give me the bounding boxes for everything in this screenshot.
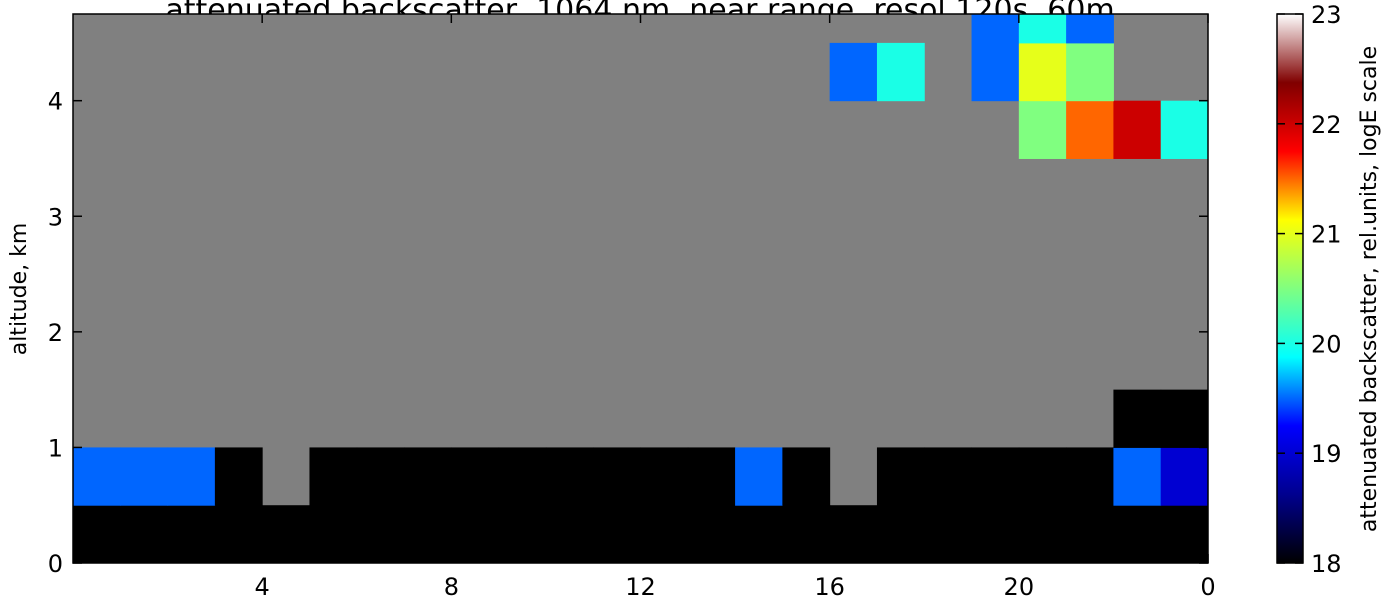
heatmap-cell bbox=[1018, 447, 1067, 506]
y-tick-label: 2 bbox=[48, 319, 63, 347]
heatmap-cell bbox=[829, 42, 878, 102]
heatmap-cell bbox=[1066, 447, 1114, 506]
heatmap-cell bbox=[1066, 42, 1114, 102]
heatmap-cell bbox=[167, 447, 216, 506]
heatmap-cell bbox=[120, 447, 169, 506]
heatmap-cell bbox=[120, 505, 169, 563]
heatmap-cell bbox=[545, 447, 594, 506]
heatmap-cell bbox=[309, 447, 358, 506]
heatmap-cell bbox=[1160, 389, 1208, 448]
heatmap-cell bbox=[356, 447, 405, 506]
colorbar-tick-label: 23 bbox=[1311, 1, 1342, 29]
heatmap-cell bbox=[687, 505, 736, 563]
heatmap bbox=[73, 14, 1208, 563]
heatmap-cell bbox=[829, 505, 878, 563]
heatmap-cell bbox=[640, 505, 689, 563]
heatmap-cell bbox=[1066, 100, 1114, 159]
heatmap-cell bbox=[1113, 100, 1162, 159]
heatmap-cell bbox=[1018, 42, 1067, 102]
heatmap-cell bbox=[735, 505, 783, 563]
heatmap-cell bbox=[1018, 14, 1067, 44]
y-tick-label: 1 bbox=[48, 434, 63, 462]
heatmap-cell bbox=[971, 42, 1020, 102]
colorbar-tick-label: 20 bbox=[1311, 330, 1342, 358]
y-tick-label: 3 bbox=[48, 203, 63, 231]
heatmap-cell bbox=[1160, 447, 1208, 506]
heatmap-cell bbox=[1160, 100, 1208, 159]
heatmap-cell bbox=[262, 505, 310, 563]
heatmap-cell bbox=[593, 447, 641, 506]
heatmap-cell bbox=[924, 505, 973, 563]
heatmap-cell bbox=[593, 505, 641, 563]
y-axis-label: altitude, km bbox=[7, 223, 32, 356]
x-tick-label: 12 bbox=[625, 573, 656, 599]
heatmap-cell bbox=[876, 505, 925, 563]
heatmap-cell bbox=[782, 447, 831, 506]
heatmap-cell bbox=[876, 42, 925, 102]
heatmap-cell bbox=[73, 447, 121, 506]
x-tick-label: 4 bbox=[255, 573, 270, 599]
heatmap-cell bbox=[498, 505, 547, 563]
heatmap-cell bbox=[214, 505, 263, 563]
heatmap-cell bbox=[498, 447, 547, 506]
heatmap-cell bbox=[404, 505, 452, 563]
colorbar-tick-label: 22 bbox=[1311, 111, 1342, 139]
heatmap-cell bbox=[1066, 505, 1114, 563]
heatmap-cell bbox=[451, 505, 500, 563]
y-tick-label: 4 bbox=[48, 88, 63, 116]
heatmap-cell bbox=[971, 447, 1020, 506]
colorbar-label: attenuated backscatter, rel.units, logE … bbox=[1357, 46, 1382, 532]
heatmap-cell bbox=[356, 505, 405, 563]
colorbar-tick-label: 19 bbox=[1311, 440, 1342, 468]
x-tick-label: 0 bbox=[1200, 573, 1215, 599]
colorbar bbox=[1276, 13, 1304, 564]
heatmap-cell bbox=[1160, 505, 1208, 563]
heatmap-cell bbox=[1018, 505, 1067, 563]
heatmap-cell bbox=[214, 447, 263, 506]
x-tick-label: 8 bbox=[444, 573, 459, 599]
x-tick-label: 16 bbox=[814, 573, 845, 599]
heatmap-cell bbox=[782, 505, 831, 563]
heatmap-cell bbox=[545, 505, 594, 563]
heatmap-cell bbox=[451, 447, 500, 506]
heatmap-cell bbox=[167, 505, 216, 563]
heatmap-cell bbox=[404, 447, 452, 506]
heatmap-cell bbox=[73, 505, 121, 563]
colorbar-tick-label: 18 bbox=[1311, 550, 1342, 578]
colorbar-tick-label: 21 bbox=[1311, 221, 1342, 249]
heatmap-cell bbox=[924, 447, 973, 506]
heatmap-cell bbox=[1113, 389, 1162, 448]
heatmap-cell bbox=[309, 505, 358, 563]
heatmap-cell bbox=[1113, 505, 1162, 563]
heatmap-cell bbox=[735, 447, 783, 506]
heatmap-cell bbox=[687, 447, 736, 506]
heatmap-cell bbox=[971, 505, 1020, 563]
heatmap-cell bbox=[876, 447, 925, 506]
heatmap-cell bbox=[1113, 447, 1162, 506]
x-tick-label: 20 bbox=[1004, 573, 1035, 599]
heatmap-cell bbox=[1066, 14, 1114, 44]
y-tick-label: 0 bbox=[48, 550, 63, 578]
heatmap-cell bbox=[640, 447, 689, 506]
heatmap-cell bbox=[1018, 100, 1067, 159]
heatmap-cell bbox=[971, 14, 1020, 44]
